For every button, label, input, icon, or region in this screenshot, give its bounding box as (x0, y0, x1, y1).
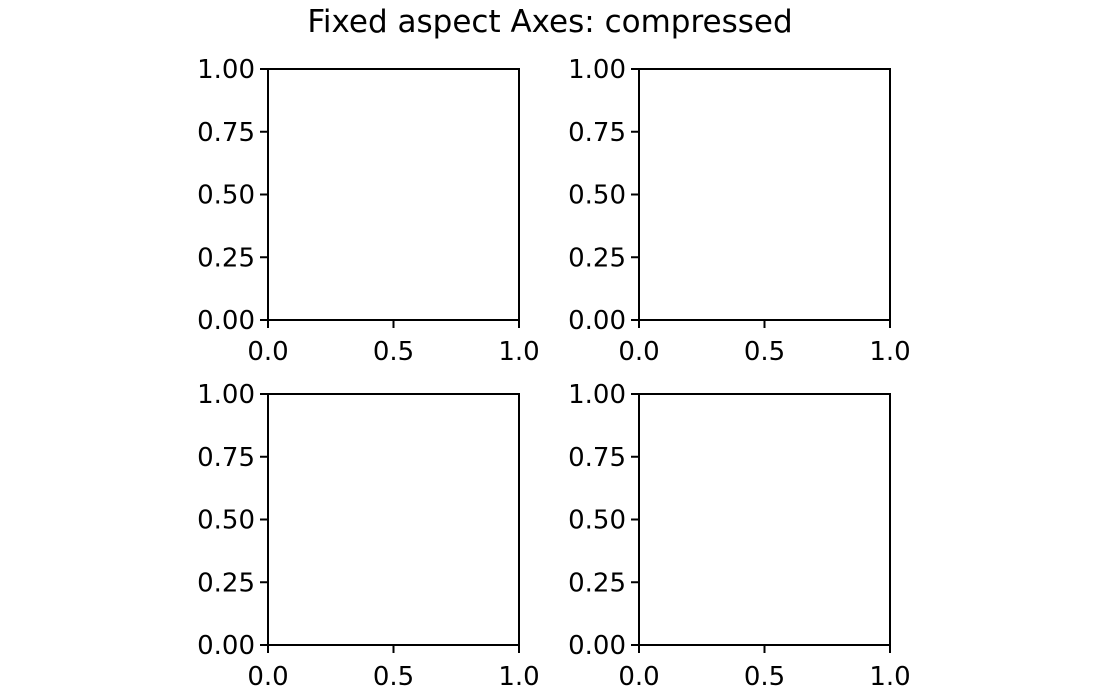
x-tick-label: 1.0 (498, 662, 539, 692)
y-tick-label: 0.75 (197, 118, 255, 148)
x-tick-label: 0.5 (744, 337, 785, 367)
y-tick-label: 1.00 (568, 55, 626, 85)
x-tick-label: 0.5 (373, 662, 414, 692)
x-tick-label: 1.0 (498, 337, 539, 367)
y-tick-label: 1.00 (197, 380, 255, 410)
x-tick-label: 1.0 (869, 662, 910, 692)
y-tick-label: 0.50 (568, 506, 626, 536)
axes-bottom-left: 0.0 0.5 1.0 0.00 0.25 0.50 0.75 1.00 (197, 380, 540, 692)
y-tick-label: 0.50 (568, 181, 626, 211)
x-tick-label: 0.0 (247, 662, 288, 692)
x-tick-label: 0.0 (618, 662, 659, 692)
y-tick-label: 0.25 (568, 568, 626, 598)
y-tick-label: 0.25 (197, 568, 255, 598)
axes-container: 0.0 0.5 1.00.000.250.500.751.000.0 0.5 1.00.… (197, 55, 911, 692)
axes-top-right: 0.0 0.5 1.0 0.00 0.25 0.50 0.75 1.00 (568, 55, 911, 367)
x-tick-label: 0.5 (373, 337, 414, 367)
x-tick-label: 0.0 (247, 337, 288, 367)
y-tick-label: 0.00 (568, 631, 626, 661)
y-tick-label: 0.00 (197, 631, 255, 661)
y-tick-label: 1.00 (568, 380, 626, 410)
figure-suptitle: Fixed aspect Axes: compressed (307, 4, 792, 40)
x-tick-label: 0.0 (618, 337, 659, 367)
y-tick-label: 0.50 (197, 506, 255, 536)
y-tick-label: 0.00 (197, 306, 255, 336)
y-tick-label: 0.75 (197, 443, 255, 473)
y-tick-label: 0.25 (568, 243, 626, 273)
y-tick-label: 0.75 (568, 443, 626, 473)
x-tick-label: 1.0 (869, 337, 910, 367)
y-tick-label: 0.00 (568, 306, 626, 336)
axes-top-left: 0.0 0.5 1.0 0.00 0.25 0.50 0.75 1.00 (197, 55, 540, 367)
y-tick-label: 1.00 (197, 55, 255, 85)
x-tick-label: 0.5 (744, 662, 785, 692)
y-tick-label: 0.50 (197, 181, 255, 211)
y-tick-label: 0.75 (568, 118, 626, 148)
y-tick-label: 0.25 (197, 243, 255, 273)
axes-bottom-right: 0.0 0.5 1.0 0.00 0.25 0.50 0.75 1.00 (568, 380, 911, 692)
